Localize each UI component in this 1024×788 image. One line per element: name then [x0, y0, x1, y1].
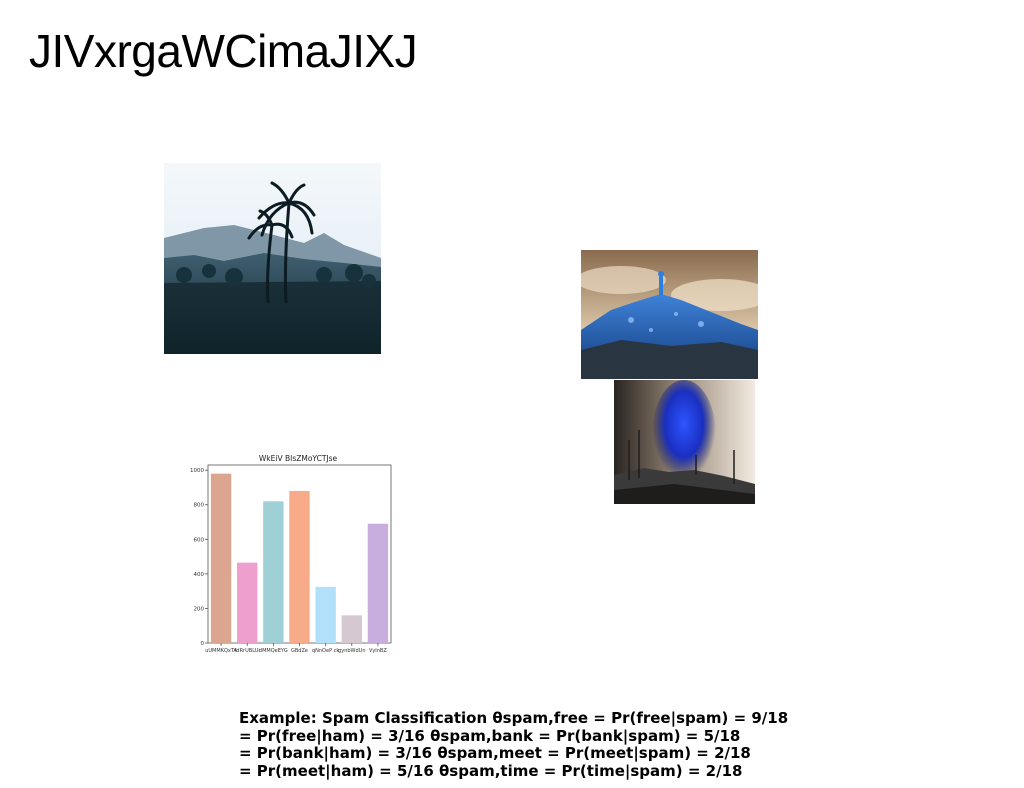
bar — [210, 473, 232, 643]
bar-chart-canvas: WkEiV BIsZMoYCTJse 0 200 400 600 800 1000 uUMM… — [190, 454, 392, 654]
y-tick-label: 400 — [194, 572, 205, 578]
formula-caption: Example: Spam Classification θspam,free … — [239, 709, 939, 780]
x-tick-label: gynbWdUn — [338, 648, 365, 654]
caption-line: Example: Spam Classification θspam,free … — [239, 709, 789, 727]
palm-tree-mountain-photo — [164, 163, 381, 354]
bar — [289, 490, 310, 643]
x-tick-label: dMMQeEYG — [259, 648, 288, 654]
y-tick-label: 200 — [194, 606, 205, 612]
y-tick-label: 600 — [194, 537, 205, 543]
bar — [263, 501, 284, 643]
y-tick-label: 800 — [194, 503, 205, 509]
bar — [341, 615, 362, 643]
bar — [315, 586, 336, 643]
x-tick-label: qNnOeP ck — [312, 648, 339, 654]
x-tick-label: GBdZe — [291, 648, 308, 654]
bar — [367, 523, 389, 643]
x-tick-label: fdRrUBLUi — [235, 648, 260, 654]
page-title: JIVxrgaWCimaJIXJ — [29, 25, 418, 77]
caption-line: = Pr(bank|ham) = 3/16 θspam,meet = Pr(me… — [239, 744, 751, 762]
caption-line: = Pr(meet|ham) = 5/16 θspam,time = Pr(ti… — [239, 761, 743, 780]
bar-chart: WkEiV BIsZMoYCTJse 0 200 400 600 800 1000 uUMM… — [188, 450, 398, 660]
blue-smoke-volcano-photo — [614, 380, 755, 504]
chart-title: WkEiV BIsZMoYCTJse — [259, 454, 338, 463]
y-tick-label: 1000 — [190, 468, 204, 474]
caption-line: = Pr(free|ham) = 3/16 θspam,bank = Pr(ba… — [239, 726, 741, 745]
y-tick-label: 0 — [201, 641, 205, 647]
bar — [237, 562, 258, 643]
x-tick-label: uUMMKQxTA — [205, 648, 237, 654]
x-tick-label: VyInBZ — [369, 648, 387, 654]
blue-rocky-summit-photo — [581, 250, 758, 379]
